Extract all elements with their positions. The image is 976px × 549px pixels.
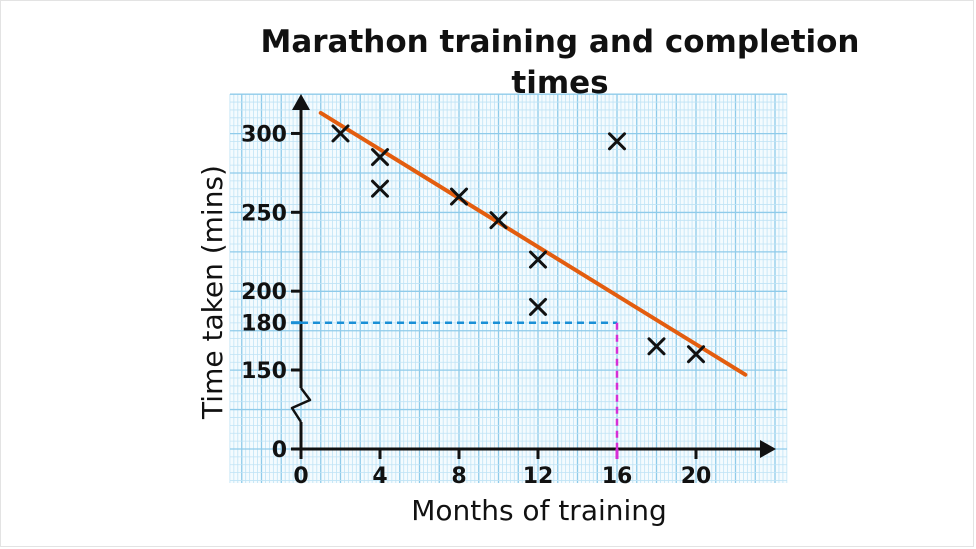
data-point [489, 211, 508, 230]
reference-lines: 180 16 [241, 312, 632, 489]
data-point [529, 297, 547, 316]
data-point [331, 124, 350, 143]
data-point [371, 148, 389, 167]
axes [290, 94, 776, 458]
y-tick-label: 150 [241, 359, 287, 384]
data-point [450, 187, 468, 206]
y-tick-label: 250 [241, 201, 287, 226]
x-tick-label: 8 [451, 464, 466, 489]
x-tick-label: 0 [293, 464, 308, 489]
data-points [331, 124, 705, 364]
reading-y-label: 180 [241, 312, 287, 337]
best-fit-line-group [318, 110, 748, 377]
grid-background [230, 94, 787, 483]
y-tick-label: 300 [241, 122, 287, 147]
data-point [687, 345, 705, 364]
reading-x-label: 16 [602, 464, 633, 489]
y-tick-label: 200 [241, 280, 287, 305]
y-tick-label: 0 [272, 438, 287, 463]
data-point [608, 132, 626, 151]
x-tick-label: 4 [372, 464, 387, 489]
grid [229, 93, 788, 483]
x-axis-label: Months of training [411, 494, 667, 527]
y-axis-arrow [292, 94, 310, 110]
data-point [371, 179, 389, 198]
best-fit-line [318, 110, 748, 377]
chart-title: Marathon training and completion times [260, 24, 860, 101]
x-tick-label: 20 [681, 464, 712, 489]
x-axis-arrow [760, 440, 776, 458]
x-tick-label: 12 [523, 464, 554, 489]
data-point [647, 337, 666, 356]
y-axis-break [290, 387, 312, 423]
data-point [529, 250, 547, 269]
y-axis-label: Time taken (mins) [196, 165, 229, 420]
